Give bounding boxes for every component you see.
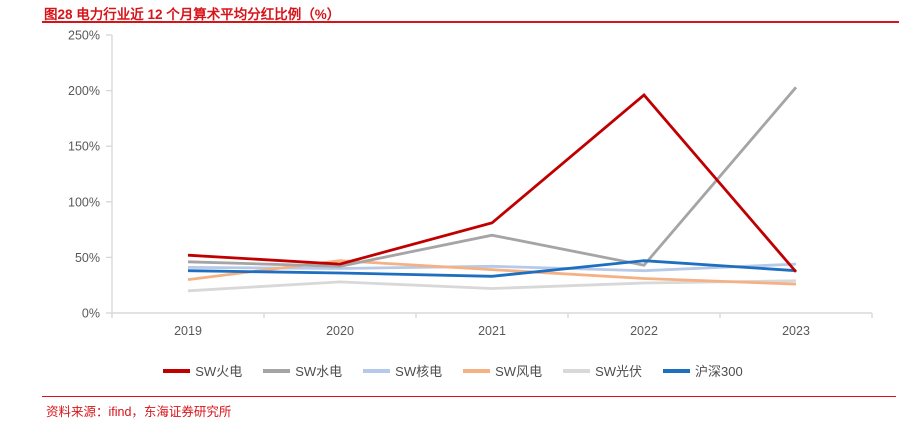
legend-item: SW光伏 <box>563 361 642 380</box>
legend-label: SW风电 <box>495 364 543 379</box>
y-tick-label: 200% <box>68 84 100 98</box>
x-tick-label: 2019 <box>174 324 202 338</box>
legend-label: SW火电 <box>195 364 243 379</box>
legend-line-swatch <box>263 368 291 373</box>
legend-line-swatch <box>363 368 391 373</box>
legend-label: SW核电 <box>395 364 443 379</box>
series-line-5 <box>187 259 797 278</box>
legend-item: 沪深300 <box>663 361 743 380</box>
chart-legend: SW火电 SW水电 SW核电 SW风电 SW光伏 沪深300 <box>0 361 906 380</box>
legend-line-swatch <box>563 368 591 373</box>
x-tick-label: 2022 <box>630 324 658 338</box>
legend-item: SW水电 <box>263 361 342 380</box>
x-tick-label: 2021 <box>478 324 506 338</box>
x-tick-label: 2020 <box>326 324 354 338</box>
y-tick-label: 150% <box>68 140 100 154</box>
y-tick-label: 0% <box>82 307 100 321</box>
series-line-3 <box>187 259 797 286</box>
figure-title: 图28 电力行业近 12 个月算术平均分红比例（%） <box>44 7 341 22</box>
series-line-1 <box>187 86 798 268</box>
legend-item: SW火电 <box>163 361 242 380</box>
title-underline <box>42 21 899 23</box>
y-tick-label: 100% <box>68 195 100 209</box>
series-line-4 <box>187 279 797 293</box>
legend-label: SW光伏 <box>595 364 643 379</box>
legend-label: SW水电 <box>295 364 343 379</box>
legend-line-swatch <box>463 368 491 373</box>
legend-item: SW风电 <box>463 361 542 380</box>
legend-line-swatch <box>163 368 191 373</box>
y-tick-label: 250% <box>68 29 100 43</box>
x-tick-label: 2023 <box>782 324 810 338</box>
legend-line-swatch <box>663 368 691 373</box>
series-line-0 <box>187 93 798 273</box>
source-divider <box>42 396 896 397</box>
legend-item: SW核电 <box>363 361 442 380</box>
dividend-ratio-line-chart: 0% 50% 100% 150% 200% 250% 2019 2020 2021 2022 202… <box>68 29 873 338</box>
legend-label: 沪深300 <box>695 364 743 379</box>
source-note: 资料来源：ifind，东海证券研究所 <box>46 405 232 419</box>
y-tick-label: 50% <box>75 251 100 265</box>
